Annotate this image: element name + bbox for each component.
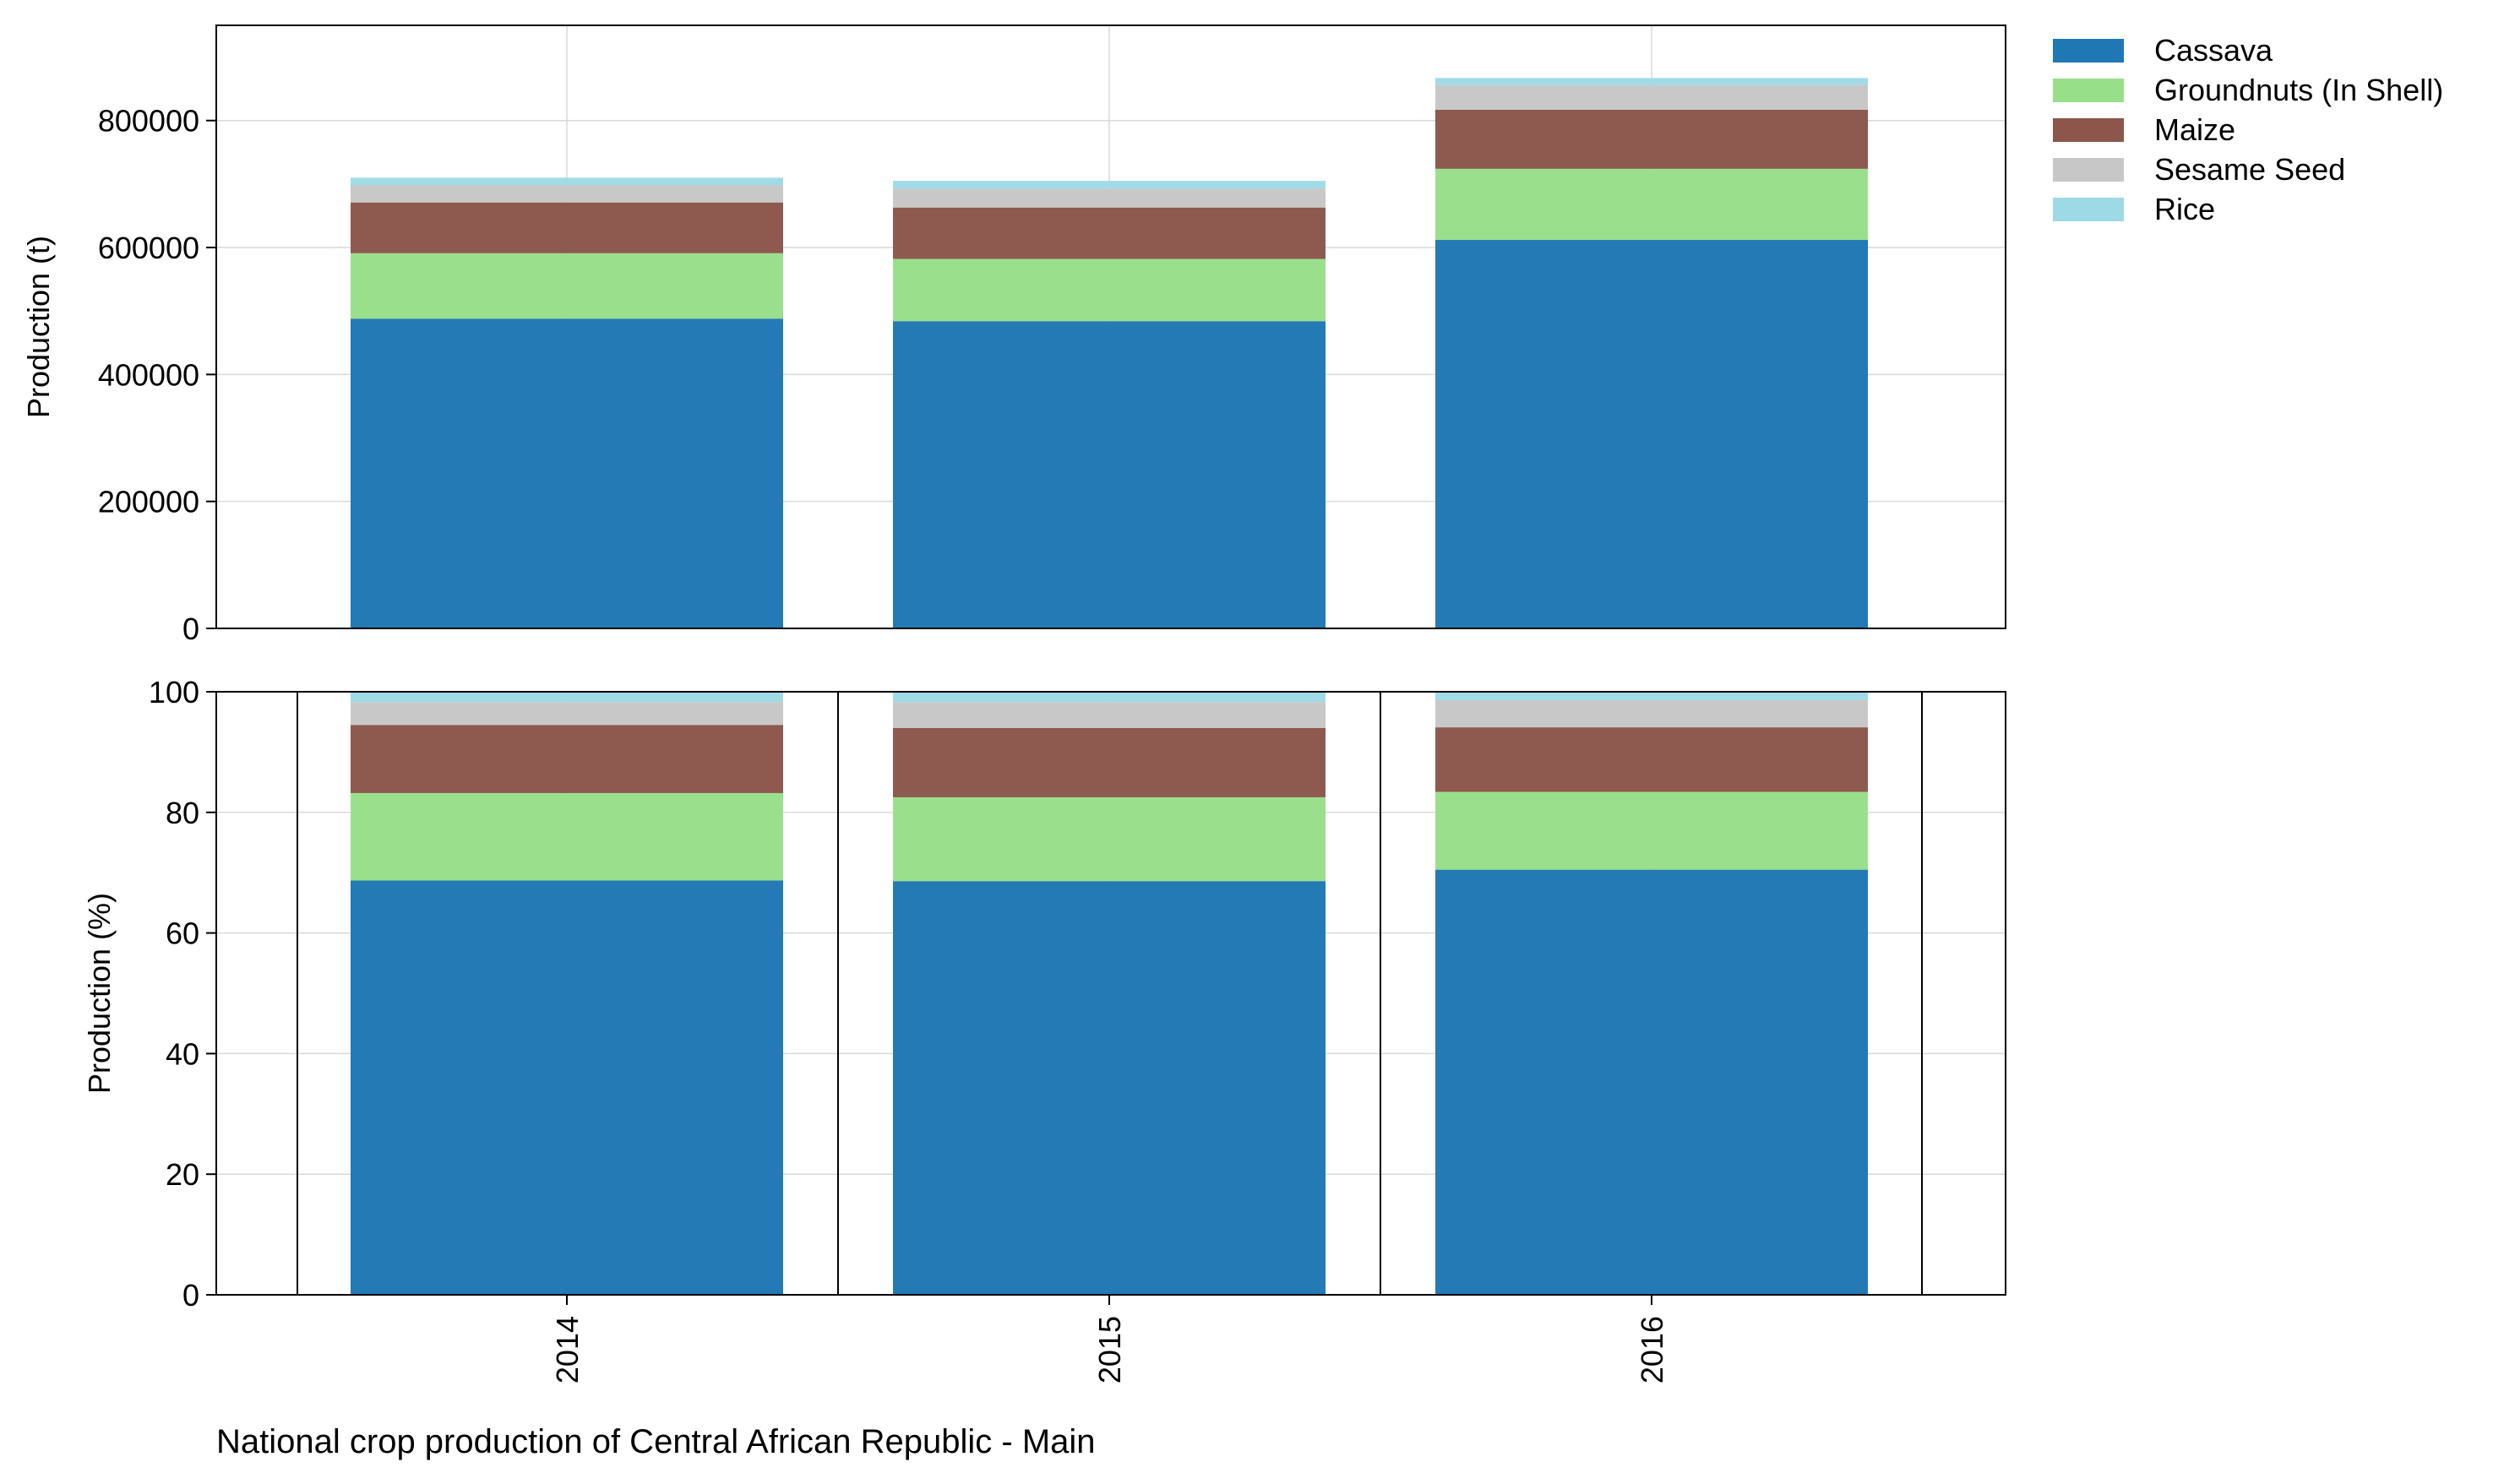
production-absolute-panel: 0 200000 400000 600000 800000 Production (t) — [21, 24, 2006, 646]
top-ytick-label-800000: 800000 — [98, 104, 199, 139]
top-bar-2015-sesame-seed — [893, 188, 1326, 208]
top-bar-2015-maize — [893, 207, 1326, 259]
top-bar-2014-cassava — [351, 318, 783, 628]
bottom-bar-2016-rice — [1435, 692, 1868, 700]
top-ytick-label-600000: 600000 — [98, 231, 199, 265]
bottom-bar-2015-groundnuts-in-shell- — [893, 796, 1326, 882]
bottom-ytick-label-100: 100 — [149, 675, 199, 709]
bottom-bar-2014-maize — [351, 725, 783, 793]
legend-swatch-groundnuts-in-shell- — [2053, 79, 2124, 102]
bottom-bar-2016-maize — [1435, 727, 1868, 792]
production-percent-panel: 0 20 40 60 80 100 2014 2015 2016 Production (%) — [82, 675, 2006, 1383]
bottom-y-axis-ticks: 0 20 40 60 80 100 — [149, 675, 216, 1313]
chart-caption: National crop production of Central Afri… — [216, 1423, 1096, 1460]
bottom-bar-2014-sesame-seed — [351, 702, 783, 726]
legend-label-rice: Rice — [2154, 192, 2215, 226]
bottom-ytick-label-60: 60 — [166, 916, 199, 951]
top-bar-2015-groundnuts-in-shell- — [893, 258, 1326, 322]
bottom-bar-2016-cassava — [1435, 869, 1868, 1295]
legend-label-groundnuts-in-shell-: Groundnuts (In Shell) — [2154, 73, 2443, 107]
legend-label-sesame-seed: Sesame Seed — [2154, 152, 2345, 187]
bottom-bar-2014-groundnuts-in-shell- — [351, 792, 783, 881]
top-y-axis-ticks: 0 200000 400000 600000 800000 — [98, 104, 216, 646]
bottom-separator-lines — [297, 692, 1923, 1295]
top-y-axis-label: Production (t) — [21, 236, 56, 418]
bottom-ytick-label-80: 80 — [166, 796, 199, 830]
top-bar-2014-groundnuts-in-shell- — [351, 253, 783, 319]
bottom-bar-2014-cassava — [351, 880, 783, 1295]
legend-label-maize: Maize — [2154, 112, 2235, 147]
legend-swatch-cassava — [2053, 39, 2124, 63]
top-plot-frame — [215, 24, 2006, 629]
bottom-ytick-label-40: 40 — [166, 1036, 199, 1071]
x-tick-label-2014: 2014 — [550, 1316, 585, 1383]
x-tick-label-2015: 2015 — [1092, 1316, 1127, 1383]
legend-swatch-sesame-seed — [2053, 158, 2124, 182]
top-bar-2014-sesame-seed — [351, 185, 783, 203]
top-bar-2016-maize — [1435, 109, 1868, 169]
bottom-bar-2015-sesame-seed — [893, 702, 1326, 728]
bottom-bars — [351, 692, 1868, 1295]
top-bars — [351, 78, 1868, 628]
top-bar-2015-rice — [893, 181, 1326, 189]
legend-label-cassava: Cassava — [2154, 33, 2273, 68]
top-ytick-label-0: 0 — [182, 612, 199, 646]
top-bar-2016-groundnuts-in-shell- — [1435, 168, 1868, 241]
bottom-bar-2015-rice — [893, 692, 1326, 703]
top-ytick-label-200000: 200000 — [98, 485, 199, 519]
bottom-bar-2015-cassava — [893, 881, 1326, 1295]
legend-swatch-maize — [2053, 118, 2124, 142]
bottom-plot-frame — [215, 691, 2006, 1296]
bottom-bar-2016-groundnuts-in-shell- — [1435, 791, 1868, 870]
top-bar-2016-cassava — [1435, 240, 1868, 628]
top-ytick-label-400000: 400000 — [98, 357, 199, 392]
bottom-bar-2016-sesame-seed — [1435, 699, 1868, 728]
chart-legend: Cassava Groundnuts (In Shell) Maize Sesame … — [2053, 33, 2443, 226]
top-bar-2014-rice — [351, 177, 783, 186]
legend-swatch-rice — [2053, 198, 2124, 221]
bottom-ytick-label-20: 20 — [166, 1157, 199, 1192]
top-bar-2014-maize — [351, 202, 783, 253]
bottom-y-axis-label: Production (%) — [82, 893, 117, 1094]
bottom-ytick-label-0: 0 — [182, 1278, 199, 1313]
x-axis-ticks: 2014 2015 2016 — [550, 1295, 1669, 1383]
bottom-bar-2015-maize — [893, 727, 1326, 797]
top-bar-2016-sesame-seed — [1435, 84, 1868, 110]
x-tick-label-2016: 2016 — [1635, 1316, 1669, 1383]
top-bar-2016-rice — [1435, 78, 1868, 85]
top-bar-2015-cassava — [893, 321, 1326, 628]
bottom-bar-2014-rice — [351, 692, 783, 703]
